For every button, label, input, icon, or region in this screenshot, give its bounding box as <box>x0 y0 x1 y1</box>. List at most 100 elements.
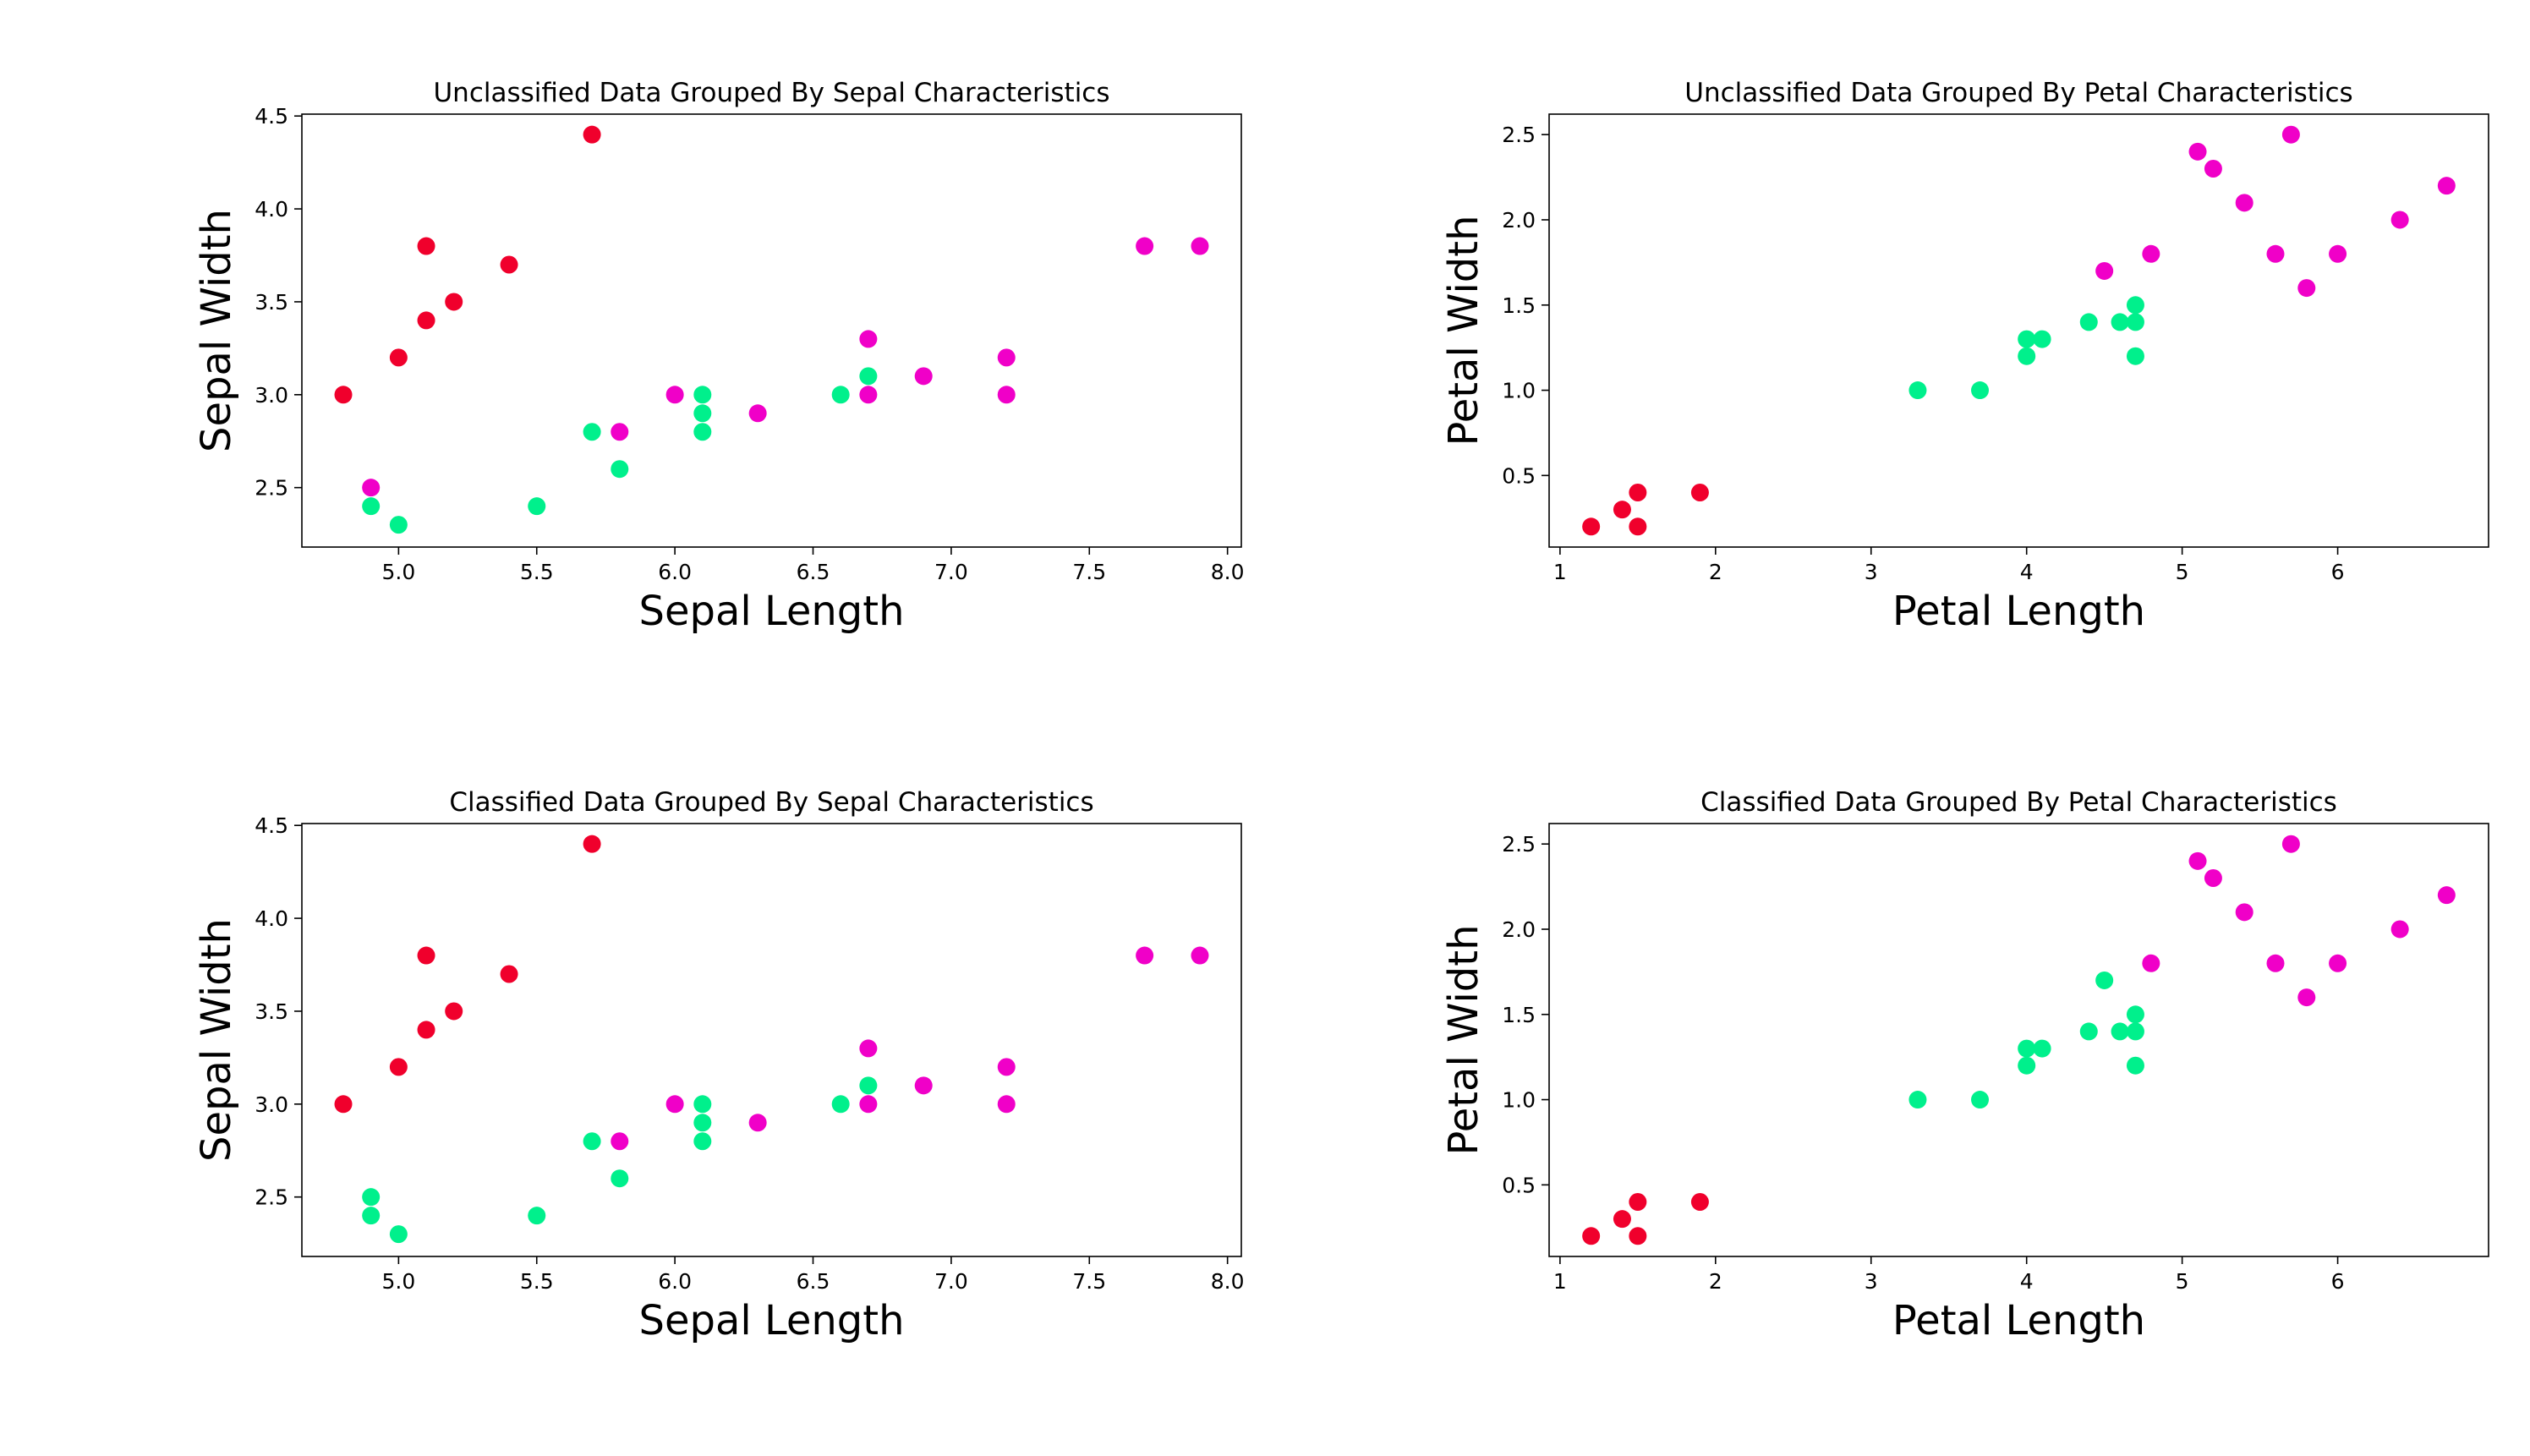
chart-1-point-17-virginica <box>2188 142 2207 161</box>
chart-1-xlabel: Petal Length <box>1892 588 2145 635</box>
chart-2-ylabel: Sepal Width <box>193 918 240 1162</box>
chart-2-point-4-setosa <box>445 1002 463 1021</box>
chart-3-xtick-label-3: 4 <box>2020 1269 2034 1294</box>
chart-1-point-16-virginica <box>2142 244 2160 263</box>
chart-3-point-6-versicolor <box>1971 1091 1990 1109</box>
chart-3-xtick-label-0: 1 <box>1553 1269 1567 1294</box>
chart-3-point-14-versicolor <box>2126 1022 2144 1041</box>
chart-0-point-0-setosa <box>334 386 353 404</box>
chart-3-xtick-label-4: 5 <box>2176 1269 2189 1294</box>
chart-3-ytick-label-2: 1.5 <box>1502 1003 1536 1027</box>
chart-3-point-11-versicolor <box>2095 971 2114 989</box>
chart-0-ytick-label-4: 4.5 <box>255 104 288 129</box>
chart-2-point-12-versicolor <box>611 1169 629 1188</box>
chart-0-point-2-setosa <box>417 311 435 330</box>
chart-2-point-5-setosa <box>500 965 518 983</box>
chart-2-ytick-label-4: 4.5 <box>255 813 288 838</box>
chart-0-ylabel: Sepal Width <box>193 209 240 452</box>
chart-2-point-18-virginica <box>611 1132 629 1151</box>
chart-2-title: Classified Data Grouped By Sepal Charact… <box>449 787 1093 818</box>
chart-1-point-13-versicolor <box>2126 313 2144 331</box>
chart-2-ytick-label-2: 3.5 <box>255 999 288 1024</box>
chart-1-point-9-versicolor <box>2033 330 2051 348</box>
chart-1-point-19-virginica <box>2235 194 2253 212</box>
chart-1-point-24-virginica <box>2390 211 2409 229</box>
chart-0-xtick-label-5: 7.5 <box>1072 560 1106 584</box>
chart-0-xtick-label-2: 6.0 <box>658 560 692 584</box>
chart-0-point-3-setosa <box>417 237 435 255</box>
chart-1-point-5-versicolor <box>1908 381 1927 400</box>
chart-3-point-1-setosa <box>1613 1210 1631 1229</box>
chart-1-ytick-label-1: 1.0 <box>1502 379 1536 403</box>
chart-0-xtick-label-6: 8.0 <box>1211 560 1245 584</box>
chart-0-point-15-versicolor <box>831 386 850 404</box>
chart-0-xtick-label-1: 5.5 <box>520 560 554 584</box>
chart-0-xtick-label-0: 5.0 <box>381 560 415 584</box>
chart-1-xtick-label-4: 5 <box>2176 560 2189 584</box>
chart-2-xlabel: Sepal Length <box>638 1297 904 1344</box>
chart-0-point-6-setosa <box>583 125 601 144</box>
chart-0-xlabel: Sepal Length <box>638 588 904 635</box>
chart-3-point-18-virginica <box>2204 869 2222 888</box>
chart-0-point-20-virginica <box>748 404 767 423</box>
chart-1-point-14-versicolor <box>2126 347 2144 365</box>
chart-1-point-18-virginica <box>2204 160 2222 178</box>
chart-2-point-27-virginica <box>1191 946 1209 965</box>
chart-2-point-13-versicolor <box>693 1095 712 1114</box>
chart-3-point-3-setosa <box>1629 1227 1647 1245</box>
chart-3-point-20-virginica <box>2266 954 2285 972</box>
chart-1-point-0-setosa <box>1582 517 1601 536</box>
chart-2-point-20-virginica <box>748 1114 767 1132</box>
chart-2: Classified Data Grouped By Sepal Charact… <box>193 787 1245 1344</box>
chart-3-ytick-label-3: 2.0 <box>1502 917 1536 942</box>
chart-3-point-15-versicolor <box>2126 1056 2144 1075</box>
chart-0-ytick-label-1: 3.0 <box>255 383 288 408</box>
chart-0-point-16-versicolor <box>859 367 878 386</box>
chart-3-point-12-versicolor <box>2111 1022 2129 1041</box>
chart-1-ytick-label-2: 1.5 <box>1502 293 1536 318</box>
chart-2-point-2-setosa <box>417 1021 435 1039</box>
chart-0-point-5-setosa <box>500 255 518 274</box>
chart-0-frame <box>301 113 1242 548</box>
chart-2-point-15-versicolor <box>693 1132 712 1151</box>
chart-2-point-22-virginica <box>859 1095 878 1114</box>
chart-0-point-25-virginica <box>997 386 1016 404</box>
chart-3-point-0-setosa <box>1582 1227 1601 1245</box>
chart-2-xtick-label-6: 8.0 <box>1211 1269 1245 1294</box>
chart-2-ytick-label-3: 4.0 <box>255 906 288 931</box>
chart-0-point-11-versicolor <box>611 460 629 479</box>
chart-2-xtick-label-3: 6.5 <box>797 1269 830 1294</box>
chart-2-ytick-label-1: 3.0 <box>255 1092 288 1117</box>
chart-0-point-4-setosa <box>445 293 463 311</box>
chart-3-point-25-virginica <box>2437 886 2456 905</box>
chart-3-frame <box>1548 823 2489 1257</box>
chart-1-title: Unclassified Data Grouped By Petal Chara… <box>1684 78 2352 108</box>
chart-0-point-12-versicolor <box>693 386 712 404</box>
chart-0-point-19-virginica <box>665 386 684 404</box>
chart-0-point-26-virginica <box>1136 237 1154 255</box>
chart-1-point-10-versicolor <box>2079 313 2098 331</box>
chart-3-xtick-label-2: 3 <box>1865 1269 1878 1294</box>
chart-3-point-8-versicolor <box>2018 1056 2036 1075</box>
chart-2-xtick-label-4: 7.0 <box>934 1269 968 1294</box>
chart-1-point-8-versicolor <box>2018 347 2036 365</box>
chart-0-ytick-label-0: 2.5 <box>255 476 288 501</box>
chart-1-point-6-versicolor <box>1971 381 1990 400</box>
chart-0-xtick-label-4: 7.0 <box>934 560 968 584</box>
chart-2-point-6-setosa <box>583 835 601 853</box>
chart-2-point-1-setosa <box>389 1058 408 1076</box>
chart-3-point-4-setosa <box>1690 1192 1709 1211</box>
chart-1-point-25-virginica <box>2437 177 2456 195</box>
chart-0-point-10-versicolor <box>583 423 601 441</box>
chart-1-point-21-virginica <box>2281 125 2300 144</box>
chart-3-point-21-virginica <box>2281 835 2300 853</box>
chart-1-point-15-virginica <box>2095 261 2114 280</box>
chart-0-ytick-label-2: 3.5 <box>255 290 288 315</box>
chart-1-xtick-label-1: 2 <box>1709 560 1722 584</box>
chart-2-point-9-versicolor <box>389 1225 408 1244</box>
chart-1-ytick-label-4: 2.5 <box>1502 123 1536 147</box>
chart-0-point-14-versicolor <box>693 423 712 441</box>
chart-0-point-23-virginica <box>914 367 933 386</box>
chart-1-ylabel: Petal Width <box>1440 215 1487 446</box>
chart-3-point-24-virginica <box>2390 920 2409 939</box>
